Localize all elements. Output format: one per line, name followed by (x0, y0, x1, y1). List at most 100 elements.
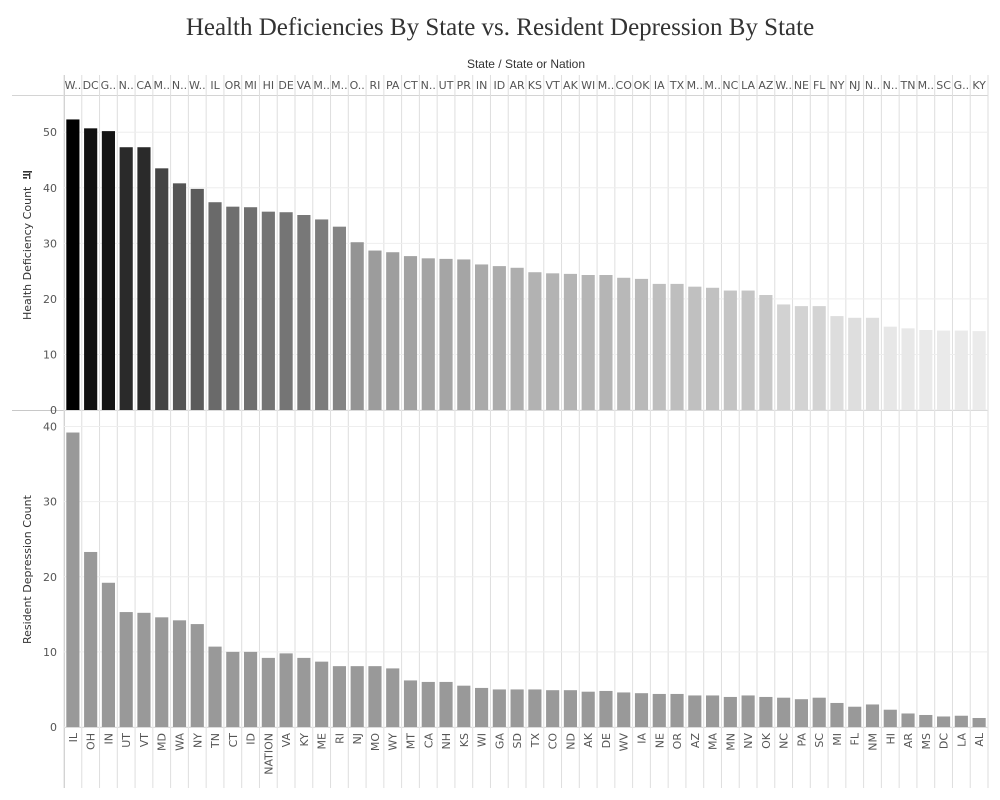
bar[interactable] (794, 699, 808, 727)
bar[interactable] (954, 330, 968, 410)
bar[interactable] (421, 681, 435, 727)
bar[interactable] (652, 283, 666, 410)
bar[interactable] (670, 693, 684, 727)
bar[interactable] (226, 651, 240, 727)
bar[interactable] (279, 212, 293, 410)
bar[interactable] (528, 689, 542, 727)
bar[interactable] (350, 666, 364, 727)
bar[interactable] (332, 666, 346, 727)
bar[interactable] (208, 202, 222, 410)
bar[interactable] (190, 188, 204, 410)
bar[interactable] (865, 317, 880, 410)
bar[interactable] (812, 306, 826, 410)
bar[interactable] (901, 713, 915, 727)
bar[interactable] (688, 286, 702, 410)
bar[interactable] (101, 582, 115, 727)
bar[interactable] (812, 697, 826, 727)
bar[interactable] (581, 275, 595, 410)
bar[interactable] (137, 612, 151, 727)
bar[interactable] (492, 266, 506, 410)
bar[interactable] (475, 264, 489, 410)
bar[interactable] (848, 317, 862, 410)
bar[interactable] (759, 295, 773, 410)
bar[interactable] (119, 147, 133, 410)
bar[interactable] (403, 256, 418, 410)
bar[interactable] (723, 290, 737, 410)
bar[interactable] (297, 215, 311, 410)
bar[interactable] (919, 714, 933, 727)
bar[interactable] (883, 326, 897, 410)
bar[interactable] (510, 267, 524, 410)
bar[interactable] (386, 668, 400, 727)
bar[interactable] (137, 147, 151, 410)
bar[interactable] (172, 183, 187, 410)
bar[interactable] (439, 258, 453, 410)
bar[interactable] (688, 695, 702, 727)
bar[interactable] (475, 687, 489, 727)
bar[interactable] (457, 685, 471, 727)
sort-indicator-icon[interactable] (23, 171, 32, 179)
bar[interactable] (546, 690, 560, 727)
bar[interactable] (670, 283, 684, 410)
bar[interactable] (315, 219, 329, 410)
bar[interactable] (848, 706, 862, 727)
bar[interactable] (101, 131, 115, 410)
bar[interactable] (368, 666, 382, 727)
bar[interactable] (581, 691, 595, 727)
bar[interactable] (652, 693, 666, 727)
bar[interactable] (510, 689, 524, 727)
bar[interactable] (84, 551, 98, 727)
bar[interactable] (190, 624, 204, 727)
bar[interactable] (528, 272, 542, 410)
bar[interactable] (634, 278, 649, 410)
bar[interactable] (599, 275, 613, 410)
bar[interactable] (226, 206, 240, 410)
bar[interactable] (439, 681, 453, 727)
bar[interactable] (937, 330, 951, 410)
bar[interactable] (617, 692, 631, 727)
bar[interactable] (368, 250, 382, 410)
bar[interactable] (777, 697, 791, 727)
bar[interactable] (279, 653, 293, 727)
bar[interactable] (315, 661, 329, 727)
bar[interactable] (617, 277, 631, 410)
bar[interactable] (883, 709, 897, 727)
bar[interactable] (723, 696, 737, 727)
bar[interactable] (350, 242, 364, 410)
bar[interactable] (155, 168, 169, 410)
bar[interactable] (954, 715, 968, 727)
bar[interactable] (972, 331, 986, 410)
bar[interactable] (244, 207, 258, 410)
bar[interactable] (919, 330, 933, 410)
bar[interactable] (634, 693, 649, 727)
bar[interactable] (66, 432, 80, 727)
bar[interactable] (865, 704, 880, 727)
bar[interactable] (172, 620, 187, 727)
bar[interactable] (777, 304, 791, 410)
bar[interactable] (119, 612, 133, 727)
bar[interactable] (457, 259, 471, 410)
bar[interactable] (937, 716, 951, 727)
bar[interactable] (261, 211, 275, 410)
bar[interactable] (297, 657, 311, 727)
bar[interactable] (403, 680, 418, 727)
bar[interactable] (706, 287, 720, 410)
bar[interactable] (759, 696, 773, 727)
bar[interactable] (706, 695, 720, 727)
bar[interactable] (244, 651, 258, 727)
bar[interactable] (155, 617, 169, 727)
bar[interactable] (66, 119, 80, 410)
bar[interactable] (208, 646, 222, 727)
bar[interactable] (830, 702, 844, 727)
bar[interactable] (794, 306, 808, 410)
bar[interactable] (972, 717, 986, 727)
bar[interactable] (599, 690, 613, 727)
bar[interactable] (492, 689, 506, 727)
bar[interactable] (563, 273, 577, 410)
bar[interactable] (332, 226, 346, 410)
bar[interactable] (546, 273, 560, 410)
bar[interactable] (261, 657, 275, 727)
bar[interactable] (563, 690, 577, 727)
bar[interactable] (741, 695, 755, 727)
bar[interactable] (830, 316, 844, 410)
